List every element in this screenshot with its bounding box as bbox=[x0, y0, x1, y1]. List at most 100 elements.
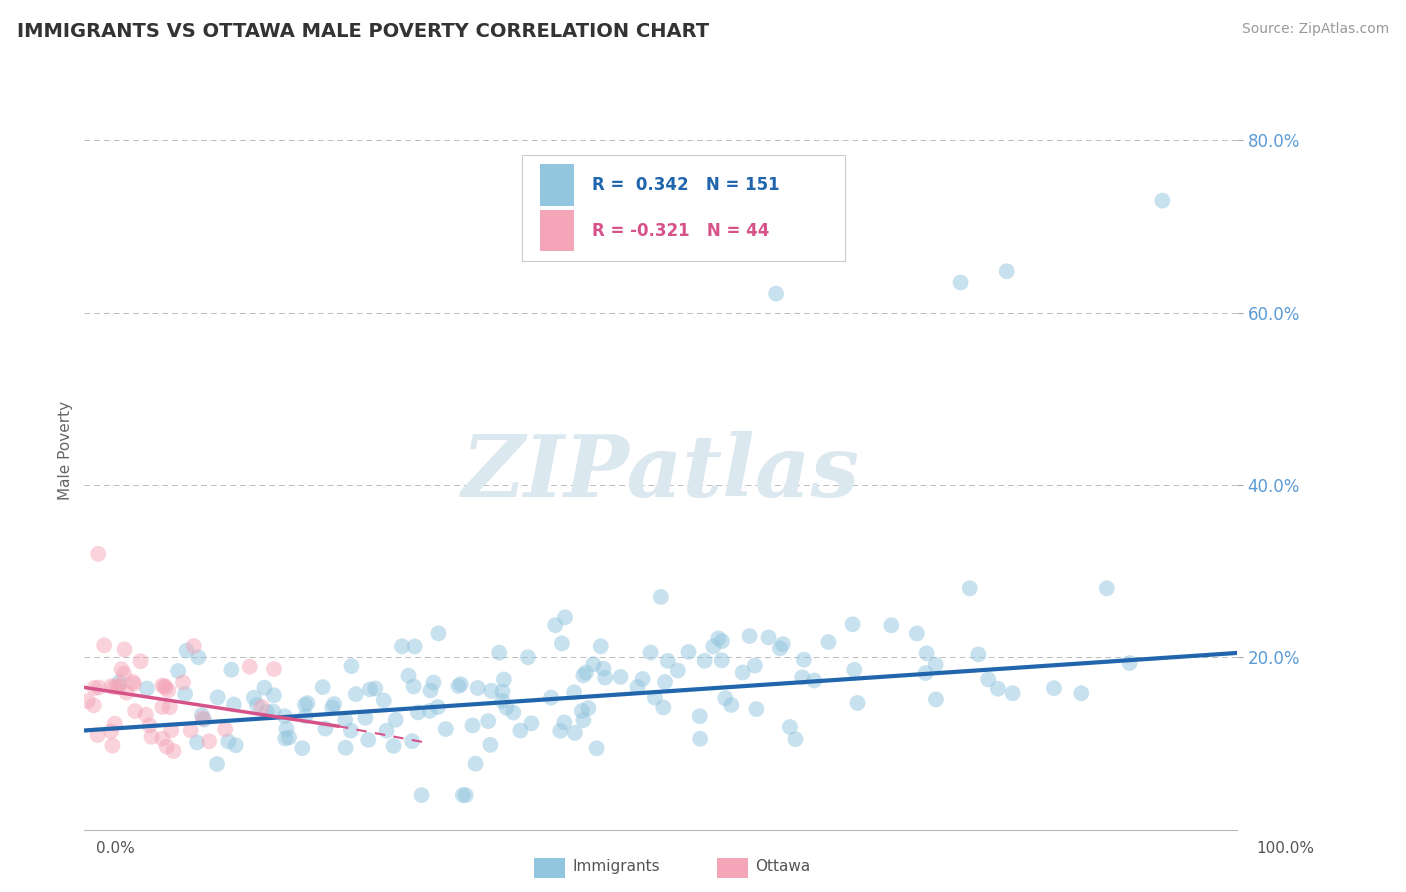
Point bbox=[152, 679, 174, 693]
Point bbox=[924, 657, 946, 672]
Point bbox=[115, 685, 138, 699]
Point bbox=[977, 673, 1000, 687]
Point bbox=[479, 738, 502, 752]
Point bbox=[191, 707, 214, 722]
Point bbox=[159, 700, 181, 714]
Point bbox=[520, 716, 543, 731]
Point bbox=[174, 687, 197, 701]
Point bbox=[454, 788, 477, 802]
Text: Immigrants: Immigrants bbox=[572, 859, 659, 873]
Point bbox=[156, 739, 179, 754]
Point bbox=[447, 679, 470, 693]
Point bbox=[278, 731, 301, 745]
Point bbox=[207, 690, 229, 705]
Point bbox=[198, 734, 221, 748]
Point bbox=[572, 713, 595, 727]
Point bbox=[402, 679, 425, 693]
Point bbox=[540, 690, 562, 705]
Point bbox=[297, 696, 319, 710]
Point bbox=[191, 711, 214, 725]
Point bbox=[666, 664, 689, 678]
Point bbox=[364, 681, 387, 696]
Point bbox=[707, 632, 730, 646]
Point bbox=[222, 698, 245, 712]
Point bbox=[357, 732, 380, 747]
Point bbox=[477, 714, 499, 728]
Point bbox=[626, 680, 648, 694]
Point bbox=[193, 713, 215, 727]
Point bbox=[550, 723, 572, 738]
Point bbox=[925, 692, 948, 706]
Point bbox=[112, 666, 135, 681]
Point bbox=[314, 722, 336, 736]
Point bbox=[263, 689, 285, 703]
Point bbox=[107, 680, 129, 694]
Point bbox=[101, 739, 124, 753]
Point bbox=[640, 646, 662, 660]
Point bbox=[491, 694, 513, 708]
Point bbox=[323, 697, 346, 711]
Point bbox=[652, 700, 675, 714]
Point bbox=[1070, 686, 1092, 700]
FancyBboxPatch shape bbox=[540, 210, 575, 252]
Point bbox=[949, 276, 972, 290]
Point bbox=[104, 716, 127, 731]
Point bbox=[335, 740, 357, 755]
Point bbox=[631, 672, 654, 686]
Point bbox=[710, 634, 733, 648]
Point bbox=[406, 706, 429, 720]
Point bbox=[354, 711, 377, 725]
Point bbox=[225, 738, 247, 752]
Point bbox=[426, 700, 449, 714]
Point bbox=[576, 701, 599, 715]
Point bbox=[274, 709, 297, 723]
Point bbox=[83, 698, 105, 713]
Text: 0.0%: 0.0% bbox=[96, 841, 135, 856]
Point bbox=[221, 663, 243, 677]
Point bbox=[551, 636, 574, 650]
Point bbox=[86, 728, 108, 742]
Point bbox=[592, 662, 614, 676]
Point bbox=[434, 722, 457, 736]
Point bbox=[243, 690, 266, 705]
Point bbox=[491, 684, 513, 698]
Point bbox=[87, 547, 110, 561]
Point bbox=[609, 670, 631, 684]
Point bbox=[779, 720, 801, 734]
Point bbox=[141, 730, 163, 744]
Point bbox=[422, 675, 444, 690]
Point bbox=[464, 756, 486, 771]
Text: R = -0.321   N = 44: R = -0.321 N = 44 bbox=[592, 221, 769, 240]
Point bbox=[657, 654, 679, 668]
Point bbox=[710, 653, 733, 667]
Text: Source: ZipAtlas.com: Source: ZipAtlas.com bbox=[1241, 22, 1389, 37]
Point bbox=[502, 706, 524, 720]
Point bbox=[83, 681, 105, 695]
Point bbox=[129, 654, 152, 668]
Point bbox=[152, 731, 174, 746]
Point bbox=[765, 286, 787, 301]
Point bbox=[114, 642, 136, 657]
Point bbox=[401, 734, 423, 748]
Point bbox=[714, 691, 737, 706]
FancyBboxPatch shape bbox=[523, 155, 845, 260]
Point bbox=[294, 698, 316, 712]
Point bbox=[846, 696, 869, 710]
Point bbox=[340, 723, 363, 738]
Point bbox=[391, 640, 413, 654]
Point bbox=[187, 650, 209, 665]
Point bbox=[650, 590, 672, 604]
Point bbox=[803, 673, 825, 688]
Point bbox=[738, 629, 761, 643]
Point bbox=[93, 638, 115, 652]
Point bbox=[419, 704, 441, 718]
Text: R =  0.342   N = 151: R = 0.342 N = 151 bbox=[592, 176, 779, 194]
Point bbox=[1043, 681, 1066, 696]
Point bbox=[384, 713, 406, 727]
Point bbox=[1118, 656, 1140, 670]
Point bbox=[589, 640, 612, 654]
Text: IMMIGRANTS VS OTTAWA MALE POVERTY CORRELATION CHART: IMMIGRANTS VS OTTAWA MALE POVERTY CORREL… bbox=[17, 22, 709, 41]
Text: 100.0%: 100.0% bbox=[1257, 841, 1315, 856]
Point bbox=[135, 707, 157, 722]
Point bbox=[180, 723, 202, 738]
